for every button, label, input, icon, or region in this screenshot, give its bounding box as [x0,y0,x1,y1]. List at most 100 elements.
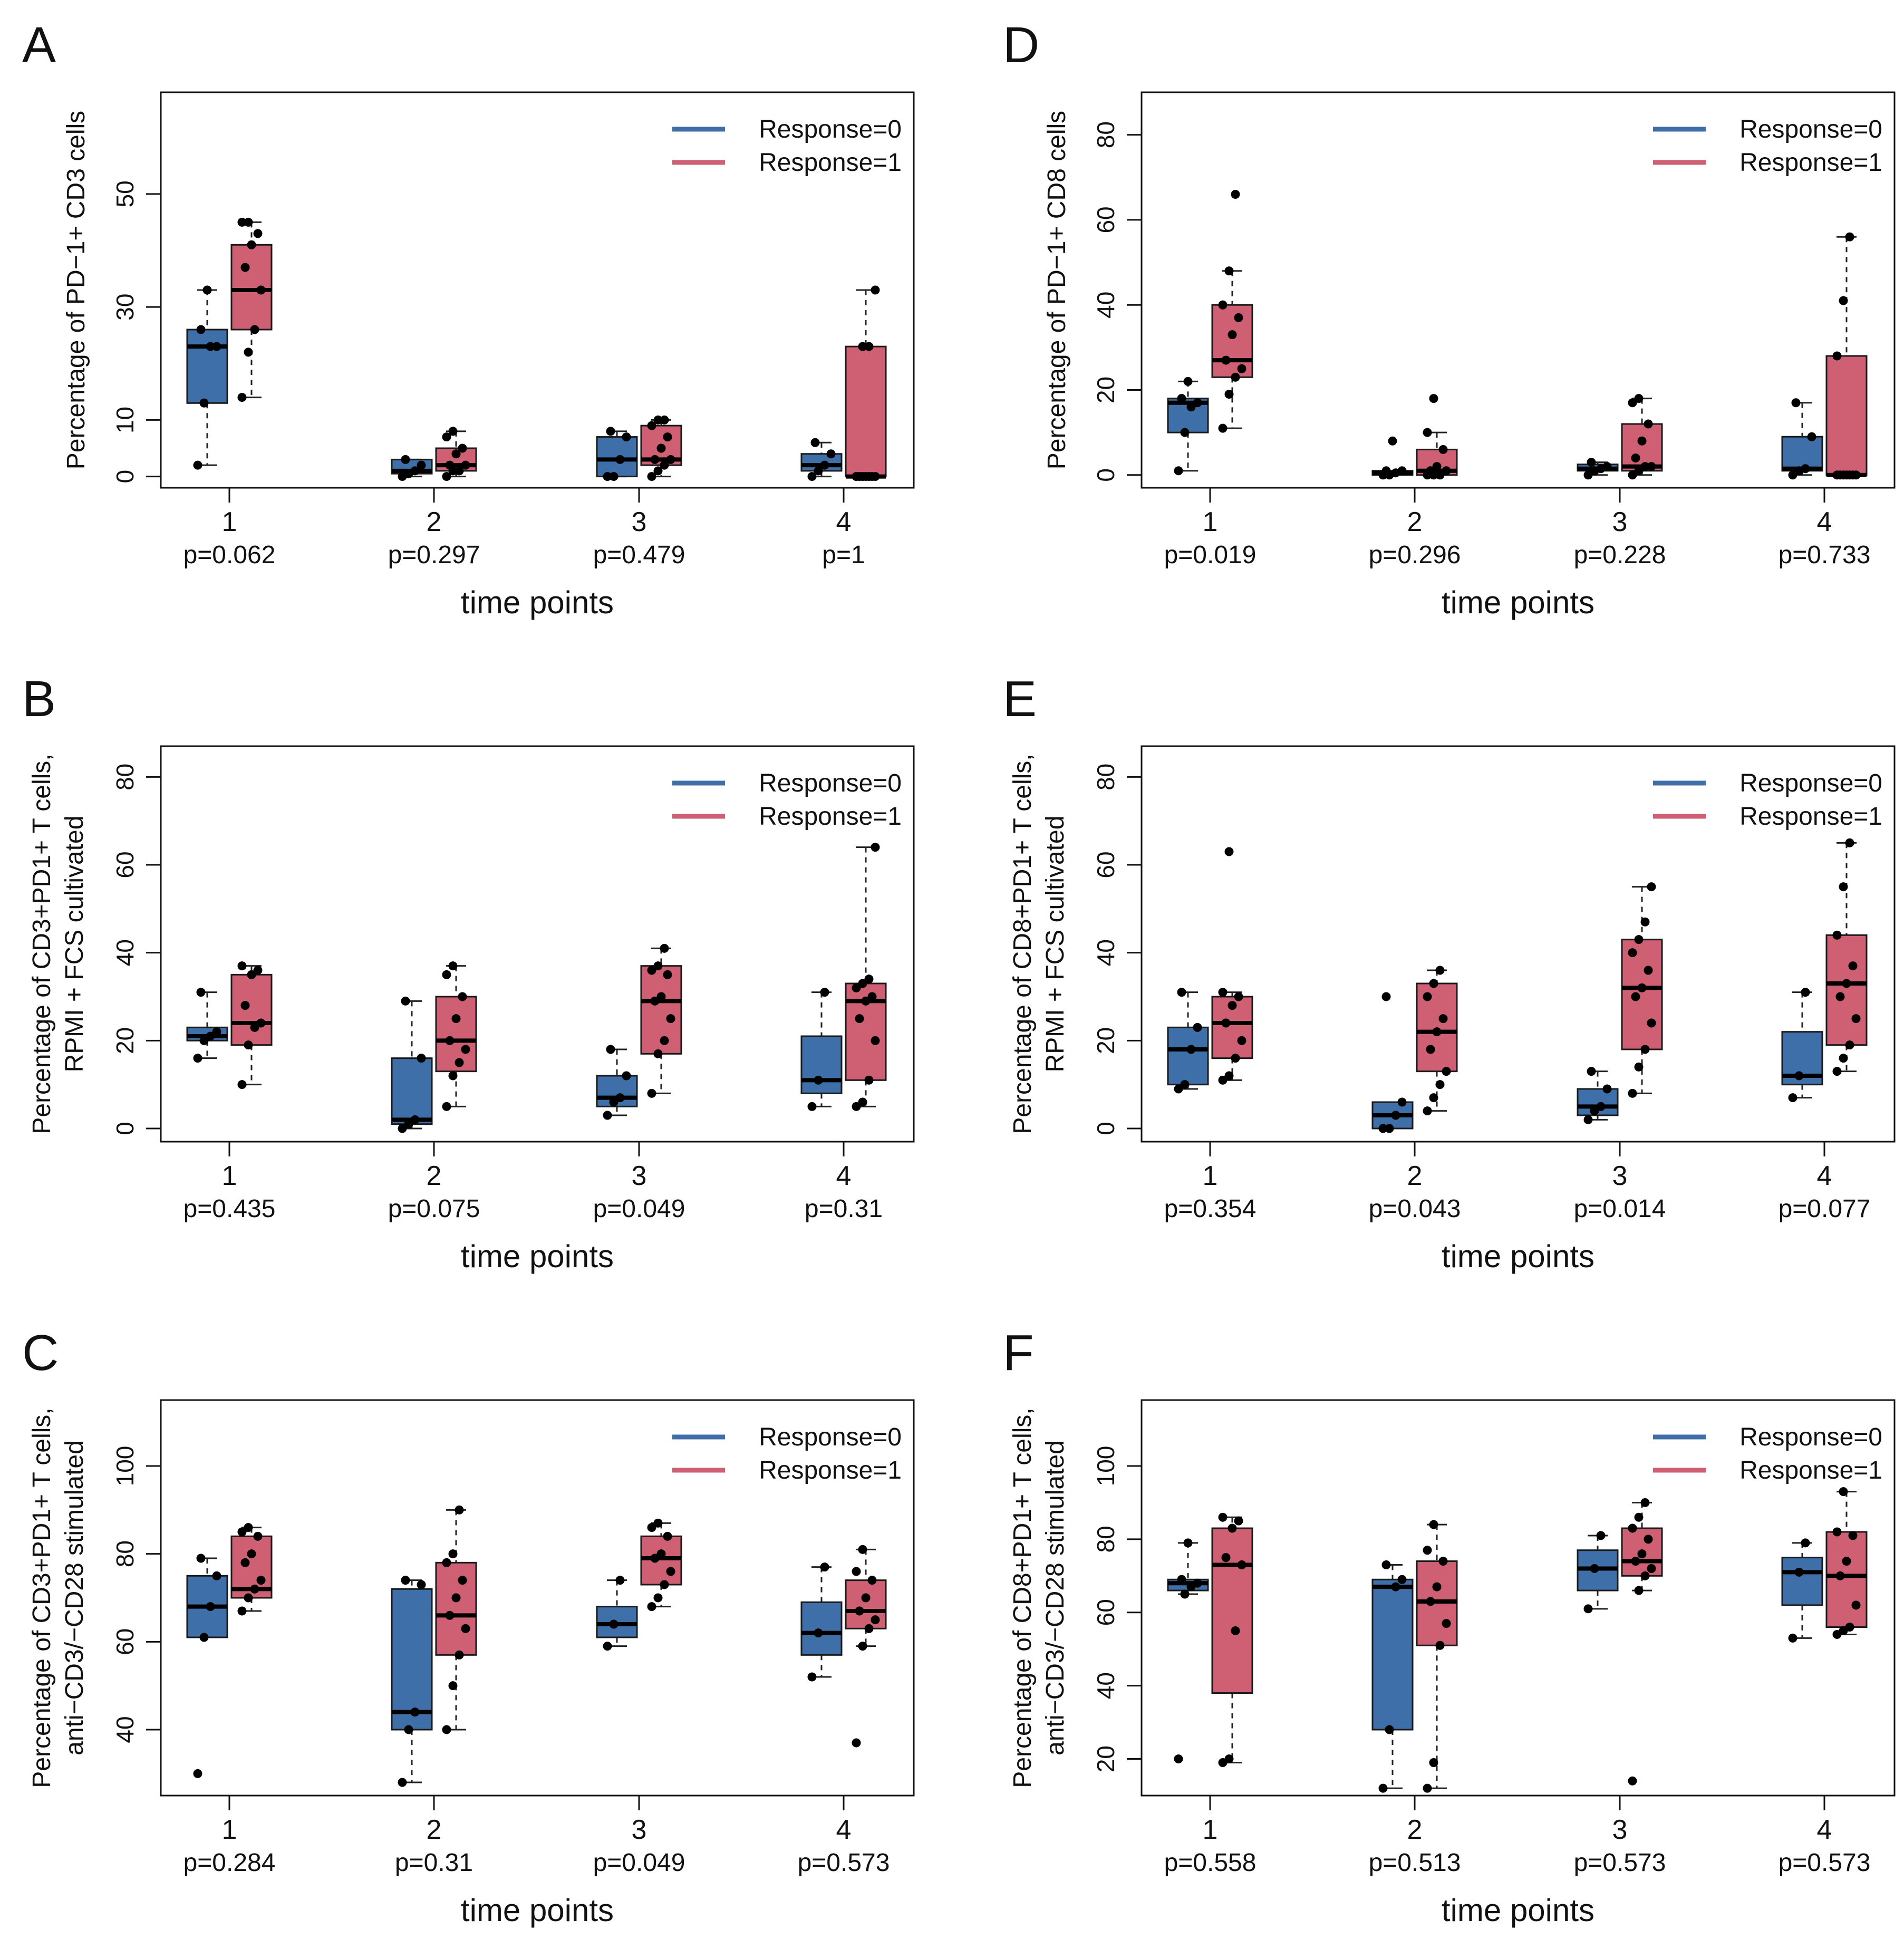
data-point [417,1054,426,1063]
data-point [445,1036,455,1045]
data-point [615,1576,625,1585]
data-point [1381,992,1391,1001]
data-point [1583,1604,1593,1614]
x-axis-title: time points [461,1893,614,1928]
data-point [666,1014,675,1024]
data-point [1180,428,1190,437]
data-point [663,970,672,979]
data-point [1391,1111,1400,1120]
data-point [253,229,263,238]
data-point [1634,1586,1644,1595]
data-point [1385,1124,1394,1133]
x-axis-title: time points [1442,1893,1594,1928]
data-point [401,1576,410,1585]
y-axis-title: RPMI + FCS cultivated [1041,816,1069,1073]
data-point [1224,847,1234,856]
data-point [653,415,663,425]
data-point [653,1049,663,1058]
data-point [1438,1557,1448,1566]
data-point [1839,882,1848,892]
data-point [1596,1102,1606,1111]
box-A-t4-r0 [800,438,843,481]
data-point [1442,466,1451,476]
data-point [1234,1516,1243,1526]
data-point [253,966,263,975]
data-point [603,1642,612,1651]
data-point [398,1124,407,1133]
box-E-t3-r1 [1621,882,1663,1098]
data-point [1397,466,1407,476]
iqr-box [1211,304,1253,378]
data-point [1631,1557,1640,1566]
data-point [1602,462,1612,471]
data-point [1788,1093,1797,1103]
box-B-t4-r1 [845,843,887,1111]
data-point [622,432,631,442]
y-tick-label: 80 [1092,1526,1119,1552]
data-point [1583,1115,1593,1124]
data-point [401,455,410,464]
data-point [1432,1027,1442,1037]
data-point [1388,436,1397,446]
data-point [237,1080,247,1089]
data-point [603,1111,612,1120]
data-point [404,1120,413,1129]
panel-label: B [22,671,56,727]
data-point [1177,1575,1186,1584]
x-tick-label: 4 [1817,1161,1832,1191]
data-point [451,1014,461,1024]
x-tick-label: 3 [632,1161,647,1191]
data-point [1788,1633,1797,1643]
data-point [448,427,458,436]
data-point [1183,1538,1193,1548]
data-point [1435,1641,1445,1650]
data-point [240,263,250,272]
iqr-box [1167,1026,1209,1086]
data-point [1180,1080,1190,1089]
data-point [1845,1040,1854,1050]
data-point [237,393,247,402]
legend-label-response-0: Response=0 [1739,1423,1882,1451]
iqr-box [845,1579,887,1629]
data-point [1429,394,1438,403]
iqr-box [391,1057,433,1125]
data-point [417,460,426,470]
data-point [867,992,877,1001]
box-D-t3-r0 [1577,458,1619,480]
data-point [1429,979,1438,988]
p-value-label: p=0.049 [593,1195,685,1223]
data-point [1423,992,1432,1001]
box-A-t1-r0 [186,285,228,470]
data-point [1848,961,1858,971]
data-point [1381,466,1391,476]
panel-label: C [22,1325,59,1381]
data-point [1429,1093,1438,1103]
y-tick-label: 50 [111,180,139,207]
x-tick-label: 1 [1203,1815,1218,1845]
y-axis-title: anti−CD3/−CD28 stimulated [1041,1440,1069,1755]
data-point [1218,1075,1228,1085]
data-point [1644,419,1653,429]
data-point [861,472,871,481]
data-point [858,979,867,988]
box-F-t1-r1 [1211,1512,1253,1767]
data-point [1224,266,1234,276]
data-point [1801,464,1810,474]
data-point [410,1115,420,1124]
data-point [448,1071,458,1081]
data-point [864,1624,874,1633]
x-tick-label: 4 [1817,507,1832,537]
iqr-box [230,244,273,331]
data-point [1839,296,1848,305]
legend-label-response-0: Response=0 [759,1423,902,1451]
box-A-t2-r0 [391,455,433,481]
data-point [410,1708,420,1717]
data-point [398,1778,407,1787]
data-point [1218,300,1228,310]
data-point [1218,423,1228,433]
iqr-box [845,345,887,478]
data-point [615,455,625,464]
data-point [448,1549,458,1559]
data-point [1839,1054,1848,1063]
data-point [855,1014,864,1024]
